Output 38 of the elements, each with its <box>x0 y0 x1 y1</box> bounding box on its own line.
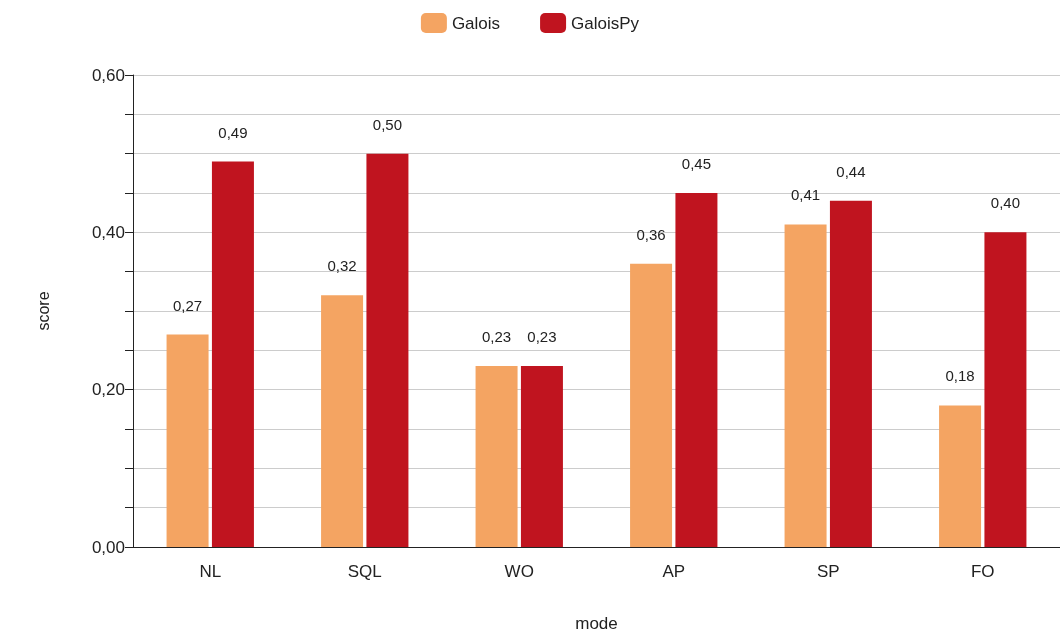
data-label: 0,41 <box>790 186 821 204</box>
data-label: 0,23 <box>481 328 512 346</box>
x-tick-label: SP <box>816 562 840 581</box>
y-tick-label: 0,20 <box>91 380 125 400</box>
bar <box>475 366 518 547</box>
bar <box>166 334 209 547</box>
data-label: 0,18 <box>945 367 975 385</box>
data-label: 0,23 <box>527 328 557 346</box>
y-tick-label: 0,00 <box>91 537 125 557</box>
y-tick-label: 0,40 <box>91 222 125 242</box>
data-label: 0,27 <box>172 296 203 314</box>
bar <box>520 366 563 547</box>
data-label: 0,44 <box>836 162 866 180</box>
legend-label: Galois <box>451 13 501 33</box>
data-label: 0,36 <box>636 225 666 243</box>
data-label: 0,40 <box>990 194 1021 212</box>
x-tick-label: NL <box>199 562 222 581</box>
bar <box>939 405 982 547</box>
x-axis-title: mode <box>575 614 618 633</box>
bar <box>366 153 409 547</box>
y-tick-label: 0,60 <box>91 65 125 85</box>
bar <box>675 193 718 547</box>
data-label: 0,49 <box>218 123 248 141</box>
y-axis-title: score <box>34 291 52 331</box>
data-label: 0,50 <box>372 115 403 133</box>
legend-label: GaloisPy <box>571 13 640 33</box>
bar <box>829 200 872 547</box>
x-tick-label: AP <box>662 562 686 581</box>
data-label: 0,32 <box>327 257 357 275</box>
x-tick-label: SQL <box>347 562 382 581</box>
bar <box>630 263 673 547</box>
bar <box>784 224 827 547</box>
bar <box>321 295 364 547</box>
bar <box>984 232 1027 547</box>
bar <box>211 161 254 547</box>
x-tick-label: FO <box>970 562 995 581</box>
data-label: 0,45 <box>681 155 712 172</box>
x-tick-label: WO <box>504 562 534 581</box>
